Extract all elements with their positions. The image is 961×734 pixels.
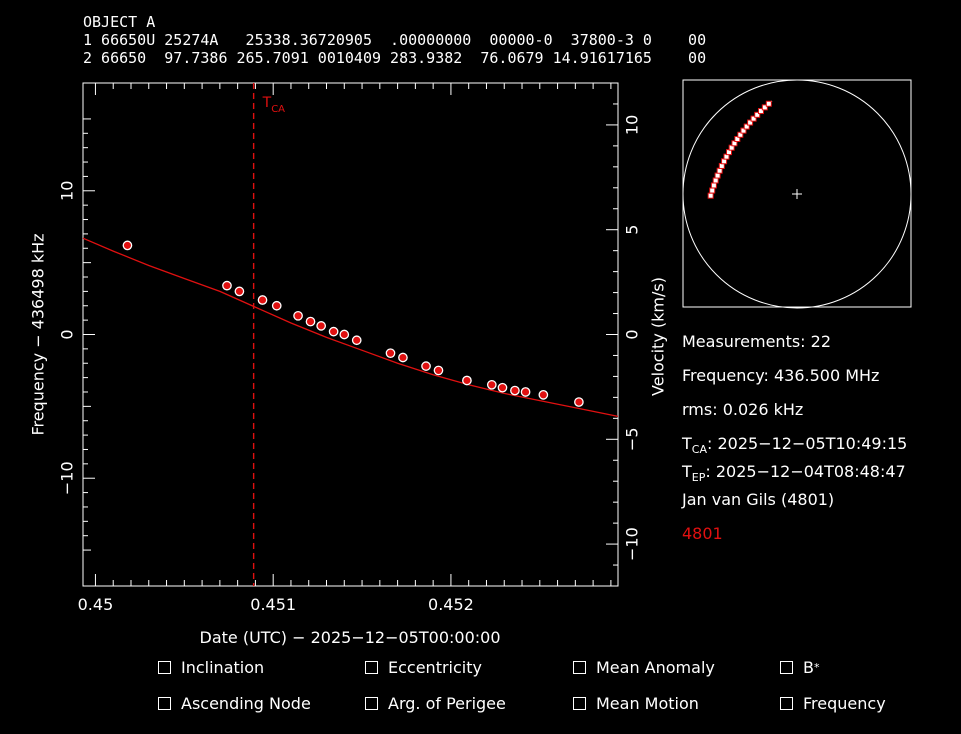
track-point — [716, 167, 723, 174]
tle-line-2: 2 66650 97.7386 265.7091 0010409 283.938… — [83, 49, 707, 67]
track-point — [765, 100, 772, 107]
data-point — [510, 385, 520, 396]
y-tick-label: −10 — [58, 461, 77, 495]
track-point — [712, 177, 719, 184]
y2-axis-label: Velocity (km/s) — [649, 277, 668, 396]
checkbox-label: Frequency — [803, 694, 886, 713]
tca-sub: CA — [691, 443, 707, 457]
model-curve — [82, 237, 619, 418]
track-point — [747, 119, 754, 126]
checkbox-label: Mean Motion — [596, 694, 699, 713]
checkbox-frequency[interactable]: Frequency — [780, 694, 886, 713]
data-point — [574, 397, 584, 407]
data-point — [538, 390, 549, 400]
checkbox-box[interactable] — [780, 697, 793, 710]
checkbox-box[interactable] — [365, 697, 378, 710]
checkbox-box[interactable] — [158, 697, 171, 710]
y-axis-label: Frequency − 436498 kHz — [29, 233, 48, 435]
track-point — [740, 127, 747, 134]
checkbox-arg-of-perigee[interactable]: Arg. of Perigee — [365, 694, 506, 713]
checkbox-label: Mean Anomaly — [596, 658, 715, 677]
checkbox-label: B — [803, 658, 814, 677]
data-point — [305, 316, 316, 327]
data-point — [486, 379, 497, 390]
checkbox-ascending-node[interactable]: Ascending Node — [158, 694, 311, 713]
checkbox-label: Inclination — [181, 658, 265, 677]
y2-tick-label: 5 — [623, 225, 642, 235]
data-point — [328, 326, 339, 337]
tca-text: TCA: 2025−12−05T10:49:15 — [682, 434, 907, 456]
data-point — [122, 240, 133, 251]
tca-value: : 2025−12−05T10:49:15 — [707, 434, 908, 453]
tle-line-1: 1 66650U 25274A 25338.36720905 .00000000… — [83, 31, 707, 49]
track-point — [714, 172, 721, 179]
track-point — [743, 123, 750, 130]
track-point — [710, 182, 717, 189]
tep-label: T — [682, 462, 692, 481]
tca-label: T — [682, 434, 692, 453]
horizon-circle — [682, 79, 912, 309]
data-point — [293, 310, 303, 321]
data-point — [385, 348, 396, 359]
checkbox-label: Arg. of Perigee — [388, 694, 506, 713]
track-point — [754, 111, 761, 118]
data-point — [351, 335, 362, 346]
data-point — [222, 280, 232, 291]
checkbox-mean-motion[interactable]: Mean Motion — [573, 694, 699, 713]
x-axis-label: Date (UTC) − 2025−12−05T00:00:00 — [200, 628, 501, 647]
data-point — [520, 387, 531, 397]
data-point — [497, 382, 508, 393]
track-point — [761, 104, 768, 111]
data-point — [433, 365, 444, 376]
checkbox-box[interactable] — [573, 697, 586, 710]
data-point — [462, 375, 472, 386]
tca-marker-label: TCA — [262, 95, 286, 115]
track-point — [709, 187, 716, 194]
y2-tick-label: 10 — [623, 115, 642, 135]
data-point — [316, 321, 327, 331]
checkbox-inclination[interactable]: Inclination — [158, 658, 264, 677]
tep-value: : 2025−12−04T08:48:47 — [705, 462, 906, 481]
track-point — [734, 135, 741, 142]
checkbox-label: Ascending Node — [181, 694, 311, 713]
measurements-text: Measurements: 22 — [682, 332, 832, 351]
tep-sub: EP — [691, 471, 706, 485]
y2-tick-label: −5 — [623, 427, 642, 451]
data-point — [398, 352, 408, 363]
checkbox-box[interactable] — [365, 661, 378, 674]
checkbox-box[interactable] — [158, 661, 171, 674]
checkbox-box[interactable] — [573, 661, 586, 674]
y-tick-label: 0 — [58, 329, 77, 339]
checkbox-bstar[interactable]: B * — [780, 658, 819, 677]
tep-text: TEP: 2025−12−04T08:48:47 — [682, 462, 906, 484]
frequency-text: Frequency: 436.500 MHz — [682, 366, 880, 385]
x-tick-label: 0.451 — [250, 595, 296, 614]
plot-frame — [82, 82, 619, 587]
track-point — [750, 115, 757, 122]
checkbox-box[interactable] — [780, 661, 793, 674]
checkbox-eccentricity[interactable]: Eccentricity — [365, 658, 482, 677]
data-point — [421, 361, 431, 371]
data-point — [271, 300, 282, 311]
data-point — [234, 286, 245, 297]
track-point — [737, 131, 744, 138]
checkbox-label: Eccentricity — [388, 658, 482, 677]
observer-text: Jan van Gils (4801) — [682, 490, 835, 509]
checkbox-mean-anomaly[interactable]: Mean Anomaly — [573, 658, 715, 677]
site-id: 4801 — [682, 524, 723, 543]
ground-track — [709, 100, 773, 199]
x-tick-label: 0.452 — [428, 595, 474, 614]
data-point — [339, 329, 350, 340]
data-point — [257, 295, 268, 305]
rms-text: rms: 0.026 kHz — [682, 400, 804, 419]
y2-tick-label: −10 — [623, 527, 642, 561]
object-title: OBJECT A — [83, 13, 156, 31]
y2-tick-label: 0 — [623, 329, 642, 339]
x-tick-label: 0.45 — [78, 595, 114, 614]
track-point — [757, 108, 764, 115]
track-point — [707, 192, 714, 199]
y-tick-label: 10 — [58, 181, 77, 201]
checkbox-label-sup: * — [813, 661, 820, 674]
